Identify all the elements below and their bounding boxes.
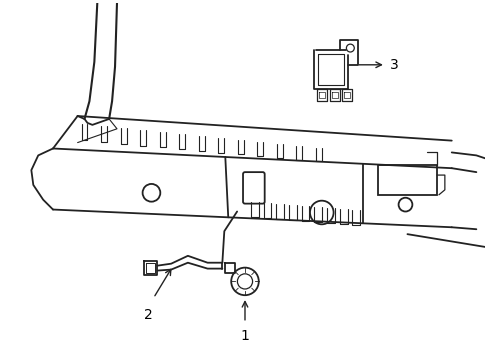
- Text: 1: 1: [240, 329, 249, 343]
- Text: 3: 3: [389, 58, 398, 72]
- Text: 2: 2: [144, 308, 153, 322]
